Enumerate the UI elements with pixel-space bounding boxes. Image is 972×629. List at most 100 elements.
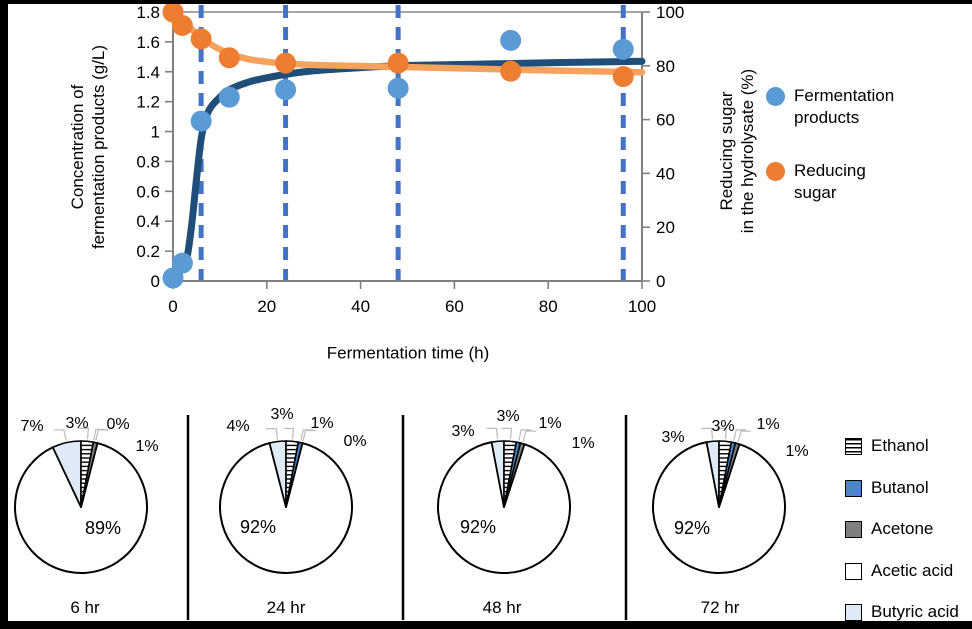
pie-legend-label: Ethanol <box>871 436 929 455</box>
y-left-axis-title: Concentration of fermentation products (… <box>67 45 110 249</box>
image-border-left <box>0 0 8 629</box>
pie-legend-label: Acetic acid <box>871 561 954 580</box>
legend-label-line: Fermentation <box>794 86 895 105</box>
x-tick-label: 80 <box>539 297 558 316</box>
trend-line-left <box>169 57 646 282</box>
y-left-tick-label: 1.4 <box>136 63 160 82</box>
y-left-tick-label: 0.4 <box>136 212 160 231</box>
image-border-top <box>0 0 972 4</box>
y-left-tick-label: 1.2 <box>136 93 160 112</box>
x-tick-label: 0 <box>168 297 177 316</box>
pie-label-leader-line <box>302 429 316 442</box>
pie-percent-label: 3% <box>65 415 88 432</box>
pie-label-leader-line <box>522 430 537 442</box>
y-left-tick-label: 1.8 <box>136 3 160 22</box>
y-right-axis-title-line1: Reducing sugar <box>716 91 736 211</box>
y-left-tick-label: 0.2 <box>136 242 160 261</box>
pie-title-72hr: 72 hr <box>700 598 740 617</box>
pie-legend-entry-ethanol: Ethanol <box>845 436 929 456</box>
pie-percent-label: 92% <box>674 518 710 538</box>
data-point-left <box>275 79 297 101</box>
pie-label-leader-line <box>733 429 747 441</box>
pie-label-leader-line <box>518 429 532 441</box>
pie-legend-label: Butanol <box>871 478 929 497</box>
legend-label-line: sugar <box>794 182 837 202</box>
y-right-tick-label: 80 <box>656 57 675 76</box>
data-point-right <box>171 14 193 36</box>
pie-percent-label: 3% <box>496 408 519 425</box>
pie-percent-label: 1% <box>756 416 779 433</box>
data-point-left <box>171 252 193 274</box>
pie-slice-acetic-acid <box>14 442 148 574</box>
pie-legend-entry-acetone: Acetone <box>845 519 933 539</box>
acetone-gray-swatch-icon <box>845 520 862 538</box>
y-left-axis-title-line1: Concentration of <box>67 84 87 210</box>
data-point-left <box>218 86 240 108</box>
pie-label-leader-line <box>486 427 499 440</box>
pie-slice-butanol <box>285 441 304 508</box>
y-left-tick-label: 0.8 <box>136 152 160 171</box>
pie-percent-label: 3% <box>270 406 293 423</box>
pie-legend-entry-acetic-acid: Acetic acid <box>845 561 953 581</box>
data-point-left <box>190 110 212 132</box>
acetic-acid-white-swatch-icon <box>845 562 862 580</box>
pie-label-leader-line <box>737 430 752 442</box>
pie-percent-label: 92% <box>240 517 276 537</box>
butanol-blue-swatch-icon <box>845 479 862 497</box>
legend-marker-orange-circle-icon <box>766 162 785 181</box>
legend-label-reducing-sugar: Reducing sugar <box>794 160 866 204</box>
pie-title-24hr: 24 hr <box>266 598 306 617</box>
y-left-tick-label: 0.6 <box>136 182 160 201</box>
trend-line-right <box>169 8 646 76</box>
pie-legend-label: Acetone <box>871 519 934 538</box>
data-point-left <box>387 77 409 99</box>
pie-percent-label: 1% <box>538 415 561 432</box>
data-point-left <box>162 267 184 289</box>
pie-slice-acetic-acid <box>219 442 353 574</box>
pie-percent-label: 3% <box>451 423 474 440</box>
y-right-axis-title: Reducing sugar in the hydrolysate (%) <box>716 69 759 233</box>
pie-percent-label: 92% <box>460 517 496 537</box>
pie-percent-label: 7% <box>20 418 43 435</box>
pie-percent-label: 0% <box>106 416 129 433</box>
pie-legend-entry-butanol: Butanol <box>845 478 929 498</box>
x-tick-label: 40 <box>351 297 370 316</box>
legend-entry-reducing-sugar: Reducing sugar <box>766 160 866 204</box>
y-left-axis-title-line2: fermentation products (g/L) <box>89 44 108 250</box>
pie-title-48hr: 48 hr <box>482 598 522 617</box>
pie-legend-entry-butyric-acid: Butyric acid <box>845 602 959 622</box>
data-point-right <box>275 52 297 74</box>
pie-slice-acetone <box>718 442 741 508</box>
legend-entry-fermentation-products: Fermentation products <box>766 85 894 129</box>
pie-label-leader-line <box>701 427 714 440</box>
pie-percent-label: 1% <box>135 438 158 455</box>
y-left-tick-label: 1.6 <box>136 33 160 52</box>
pie-percent-label: 0% <box>343 433 366 450</box>
pie-label-leader-line <box>283 427 295 440</box>
x-tick-label: 20 <box>257 297 276 316</box>
pie-percent-label: 3% <box>711 418 734 435</box>
pie-slice-acetone <box>503 442 526 508</box>
ethanol-hatched-swatch-icon <box>845 437 862 455</box>
pie-label-leader-line <box>266 427 279 440</box>
data-point-right <box>190 28 212 50</box>
y-right-tick-label: 100 <box>656 3 684 22</box>
pie-title-6hr: 6 hr <box>70 598 100 617</box>
pie-label-leader-line <box>53 429 67 441</box>
legend-label-line: products <box>794 107 860 127</box>
data-point-left <box>612 38 634 60</box>
pie-percent-label: 1% <box>785 443 808 460</box>
y-right-axis-title-line2: in the hydrolysate (%) <box>738 68 757 234</box>
y-right-tick-label: 20 <box>656 218 675 237</box>
y-right-tick-label: 40 <box>656 164 675 183</box>
pie-label-leader-line <box>716 427 728 440</box>
x-tick-label: 60 <box>445 297 464 316</box>
data-point-right <box>218 47 240 69</box>
y-right-tick-label: 60 <box>656 111 675 130</box>
pie-label-leader-line <box>78 427 90 440</box>
y-left-tick-label: 1 <box>151 123 160 142</box>
image-border-bottom <box>0 621 972 629</box>
y-left-tick-label: 0 <box>151 272 160 291</box>
